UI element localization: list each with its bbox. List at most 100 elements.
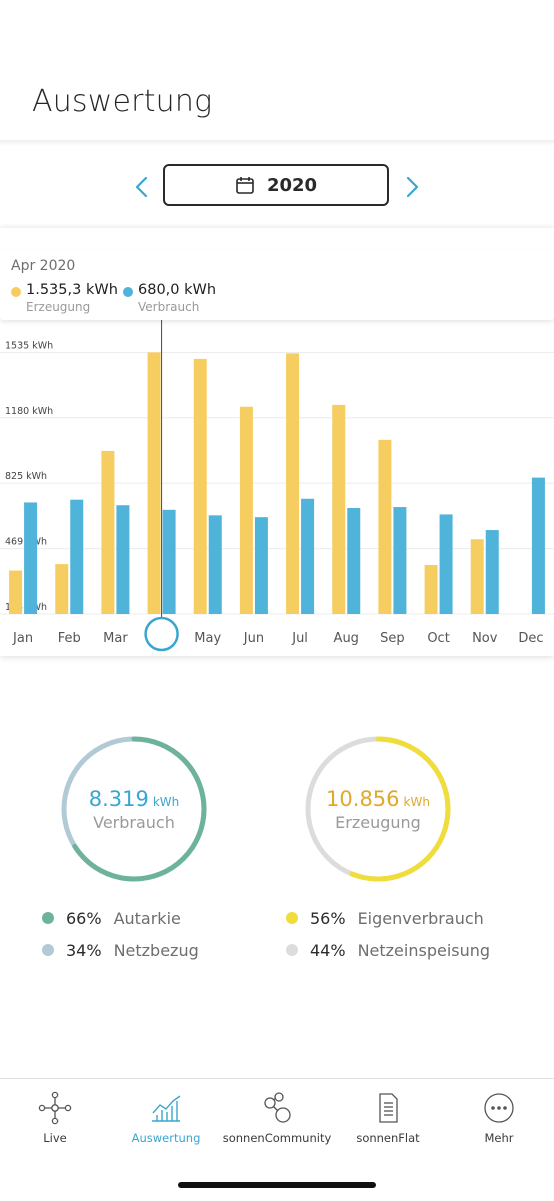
consumption-bar[interactable] xyxy=(531,477,545,614)
consumption-bar[interactable] xyxy=(208,515,222,614)
x-tick-label: Feb xyxy=(58,631,81,646)
consumption-bar[interactable] xyxy=(347,507,361,614)
consumption-bar[interactable] xyxy=(301,498,315,614)
production-ring[interactable]: 10.856 kWh Erzeugung xyxy=(304,735,452,883)
production-bar[interactable] xyxy=(147,352,161,614)
autarkie-arc xyxy=(61,736,207,882)
nav-item-mehr[interactable]: Mehr xyxy=(444,1091,554,1151)
x-tick-label: Dec xyxy=(518,631,543,646)
eigenverbrauch-percent: 56% xyxy=(310,908,346,928)
consumption-ring[interactable]: 8.319 kWh Verbrauch xyxy=(60,735,208,883)
netzeinspeisung-dot xyxy=(286,944,298,956)
consumption-bar[interactable] xyxy=(439,514,453,614)
production-bar[interactable] xyxy=(286,353,300,614)
production-ring-graphic xyxy=(305,736,451,882)
bottom-navigation: Live Auswertung sonnenCommunity xyxy=(0,1078,554,1201)
netzbezug-label: Netzbezug xyxy=(113,940,199,960)
more-icon xyxy=(484,1093,514,1123)
y-tick-label: 1180 kWh xyxy=(5,406,53,417)
consumption-total-unit: kWh xyxy=(152,794,180,809)
production-total-unit: kWh xyxy=(403,794,430,809)
consumption-bar[interactable] xyxy=(485,530,499,614)
production-bar[interactable] xyxy=(470,539,484,614)
consumption-dot xyxy=(123,287,133,297)
consumption-total-value: 8.319 xyxy=(88,786,149,811)
netzeinspeisung-label: Netzeinspeisung xyxy=(357,940,491,960)
consumption-bar[interactable] xyxy=(70,499,84,614)
consumption-bar[interactable] xyxy=(254,517,268,614)
production-bar[interactable] xyxy=(332,404,346,614)
x-tick-label: Aug xyxy=(334,631,359,646)
netzbezug-percent: 34% xyxy=(66,940,102,960)
consumption-bar[interactable] xyxy=(24,502,38,614)
x-tick-label: Jul xyxy=(291,631,308,646)
production-bar[interactable] xyxy=(101,450,115,614)
autarkie-label: Autarkie xyxy=(113,908,181,928)
x-tick-label: Jan xyxy=(12,631,33,646)
nav-item-sonnenflat[interactable]: sonnenFlat xyxy=(333,1091,443,1151)
production-total: 10.856 kWh xyxy=(326,787,430,811)
x-tick-label: Nov xyxy=(472,631,498,646)
production-bar[interactable] xyxy=(193,358,207,614)
nav-label-mehr: Mehr xyxy=(484,1131,514,1145)
x-tick-label: Oct xyxy=(427,631,449,646)
production-bar[interactable] xyxy=(55,564,69,614)
tooltip-consumption-value: 680,0 kWh xyxy=(138,282,217,298)
consumption-bar[interactable] xyxy=(393,507,407,614)
calendar-icon xyxy=(236,177,254,194)
x-tick-label: May xyxy=(194,631,221,646)
production-bar[interactable] xyxy=(424,565,438,614)
netzbezug-dot xyxy=(42,944,54,956)
consumption-bar[interactable] xyxy=(162,509,176,614)
next-year-button[interactable] xyxy=(400,170,426,204)
consumption-ring-center: 8.319 kWh Verbrauch xyxy=(60,735,208,883)
autarkie-dot xyxy=(42,912,54,924)
chart-tooltip: Apr 2020 1.535,3 kWh Erzeugung 680,0 kWh… xyxy=(0,250,554,320)
tooltip-consumption-label: Verbrauch xyxy=(138,300,200,314)
consumption-bar[interactable] xyxy=(116,505,130,614)
header-divider xyxy=(0,140,554,146)
year-selector[interactable]: 2020 xyxy=(163,164,389,206)
nav-label-auswertung: Auswertung xyxy=(131,1131,201,1145)
y-tick-label: 825 kWh xyxy=(5,471,47,482)
page-title: Auswertung xyxy=(32,84,213,119)
live-network-icon xyxy=(38,1091,72,1125)
eigenverbrauch-dot xyxy=(286,912,298,924)
nav-item-auswertung[interactable]: Auswertung xyxy=(111,1091,221,1151)
chevron-right-icon xyxy=(406,176,419,198)
tooltip-production-label: Erzeugung xyxy=(26,300,91,314)
community-icon xyxy=(264,1092,291,1123)
production-bar[interactable] xyxy=(9,570,23,614)
eigenverbrauch-label: Eigenverbrauch xyxy=(357,908,484,928)
autarkie-percent: 66% xyxy=(66,908,102,928)
nav-label-live: Live xyxy=(43,1131,67,1145)
eigenverbrauch-arc xyxy=(305,736,451,882)
production-total-value: 10.856 xyxy=(326,786,400,811)
document-icon xyxy=(379,1093,398,1123)
year-label: 2020 xyxy=(266,174,318,196)
legend-autarkie: 66% Autarkie xyxy=(42,907,181,929)
x-tick-label: Jun xyxy=(243,631,264,646)
tooltip-production-value: 1.535,3 kWh xyxy=(26,282,118,298)
consumption-ring-label: Verbrauch xyxy=(93,812,175,832)
tooltip-month: Apr 2020 xyxy=(11,258,76,274)
production-ring-center: 10.856 kWh Erzeugung xyxy=(304,735,452,883)
nav-label-sonnencommunity: sonnenCommunity xyxy=(222,1131,332,1145)
legend-netzbezug: 34% Netzbezug xyxy=(42,939,199,961)
production-bar[interactable] xyxy=(378,439,392,614)
y-tick-label: 1535 kWh xyxy=(5,340,53,351)
netzeinspeisung-percent: 44% xyxy=(310,940,346,960)
x-tick-label: Mar xyxy=(103,631,128,646)
legend-netzeinspeisung: 44% Netzeinspeisung xyxy=(286,939,490,961)
x-tick-label: Sep xyxy=(380,631,405,646)
nav-item-sonnencommunity[interactable]: sonnenCommunity xyxy=(222,1091,332,1151)
production-bar[interactable] xyxy=(239,406,253,614)
production-dot xyxy=(11,287,21,297)
selection-marker[interactable] xyxy=(144,616,179,652)
legend-eigenverbrauch: 56% Eigenverbrauch xyxy=(286,907,484,929)
consumption-total: 8.319 kWh xyxy=(89,787,180,811)
nav-item-live[interactable]: Live xyxy=(0,1091,110,1151)
previous-year-button[interactable] xyxy=(128,170,154,204)
chevron-left-icon xyxy=(135,176,148,198)
